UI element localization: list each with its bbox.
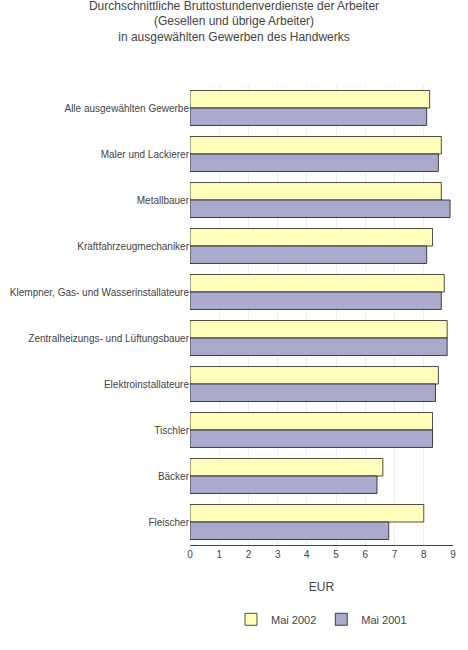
svg-text:Zentralheizungs- und Lüftungsb: Zentralheizungs- und Lüftungsbauer (28, 333, 189, 344)
svg-text:Metallbauer: Metallbauer (137, 195, 190, 206)
svg-text:8: 8 (421, 549, 427, 560)
svg-text:6: 6 (363, 549, 369, 560)
svg-text:EUR: EUR (309, 580, 335, 594)
svg-text:3: 3 (275, 549, 281, 560)
svg-text:2: 2 (246, 549, 252, 560)
svg-text:Fleischer: Fleischer (148, 517, 189, 528)
svg-text:Durchschnittliche Bruttostunde: Durchschnittliche Bruttostundenverdienst… (89, 0, 379, 44)
svg-text:Elektroinstallateure: Elektroinstallateure (104, 379, 189, 390)
svg-text:4: 4 (304, 549, 310, 560)
svg-text:5: 5 (333, 549, 339, 560)
svg-text:7: 7 (392, 549, 398, 560)
svg-text:0: 0 (187, 549, 193, 560)
svg-text:Klempner, Gas- und Wasserinsta: Klempner, Gas- und Wasserinstallateure (10, 287, 190, 298)
svg-text:1: 1 (216, 549, 222, 560)
svg-text:Alle ausgewählten Gewerbe: Alle ausgewählten Gewerbe (64, 103, 189, 114)
svg-text:Tischler: Tischler (154, 425, 189, 436)
svg-text:Mai 2002: Mai 2002 (271, 614, 316, 626)
svg-text:Bäcker: Bäcker (158, 471, 190, 482)
svg-text:9: 9 (450, 549, 456, 560)
svg-text:Mai 2001: Mai 2001 (361, 614, 406, 626)
svg-text:Kraftfahrzeugmechaniker: Kraftfahrzeugmechaniker (77, 241, 189, 252)
svg-text:Maler und Lackierer: Maler und Lackierer (101, 149, 190, 160)
